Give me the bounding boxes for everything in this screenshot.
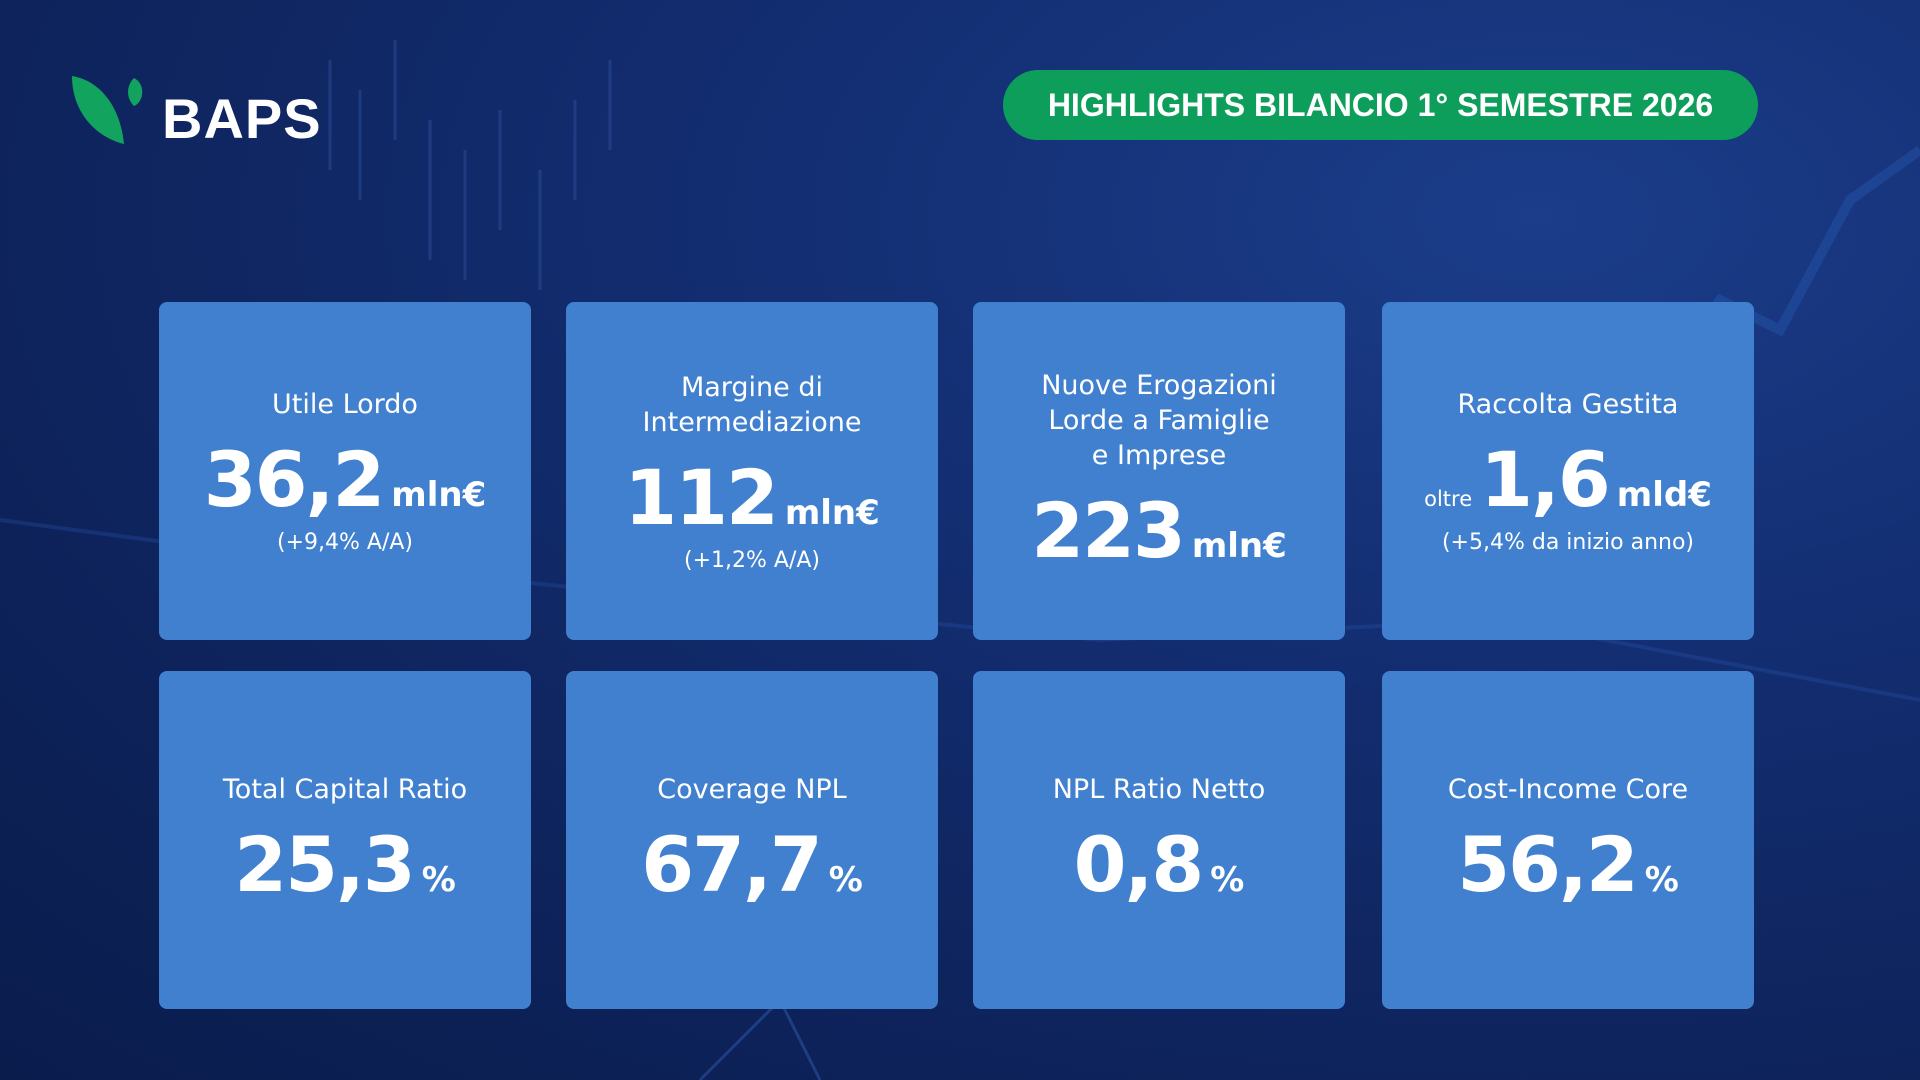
card-title: Coverage NPL	[657, 772, 846, 807]
value-row: 67,7%	[641, 819, 863, 909]
kpi-value: 223	[1031, 485, 1186, 575]
kpi-value: 56,2	[1457, 819, 1639, 909]
title-line: Coverage NPL	[657, 773, 847, 805]
kpi-note: (+1,2% A/A)	[684, 547, 820, 573]
card-title: Cost-Income Core	[1448, 772, 1688, 807]
logo: BAPS	[68, 68, 322, 151]
card-title: Total Capital Ratio	[223, 772, 467, 807]
card-title: Margine di Intermediazione	[643, 370, 862, 440]
value-row: 25,3%	[234, 819, 456, 909]
value-prefix: oltre	[1424, 487, 1473, 511]
kpi-unit: mln€	[391, 475, 487, 515]
card-title: Raccolta Gestita	[1458, 387, 1679, 422]
title-line: NPL Ratio Netto	[1052, 773, 1266, 805]
title-line: Raccolta Gestita	[1457, 389, 1679, 420]
kpi-value: 1,6	[1480, 435, 1611, 524]
kpi-unit: %	[421, 859, 456, 900]
kpi-unit: %	[1644, 859, 1679, 900]
card-title: Nuove Erogazioni Lorde a Famiglie e Impres…	[1041, 368, 1277, 473]
value-row: 56,2%	[1457, 819, 1679, 909]
kpi-card: Total Capital Ratio 25,3%	[159, 671, 531, 1009]
value-row: oltre 1,6 mld€	[1424, 436, 1712, 524]
kpi-card: NPL Ratio Netto 0,8%	[973, 671, 1345, 1009]
value-row: 36,2 mln€	[204, 436, 486, 524]
kpi-card: Cost-Income Core 56,2%	[1382, 671, 1754, 1009]
kpi-value: 25,3	[234, 819, 416, 909]
kpi-unit: %	[1210, 859, 1245, 900]
kpi-card: Coverage NPL 67,7%	[566, 671, 938, 1009]
kpi-value: 0,8	[1073, 819, 1205, 909]
title-line: Lorde a Famiglie	[1048, 404, 1270, 436]
kpi-value: 112	[624, 452, 779, 542]
title-line: e Imprese	[1091, 439, 1227, 471]
logo-mark	[72, 75, 143, 144]
card-title: Utile Lordo	[272, 387, 418, 422]
kpi-unit: %	[828, 859, 863, 900]
title-line: Total Capital Ratio	[222, 773, 468, 805]
kpi-card: Nuove Erogazioni Lorde a Famiglie e Impres…	[973, 302, 1345, 640]
title-line: Cost-Income Core	[1447, 773, 1689, 805]
title-line: Intermediazione	[642, 406, 862, 438]
title-line: Nuove Erogazioni	[1041, 369, 1277, 401]
value-row: 0,8%	[1073, 819, 1245, 909]
kpi-value: 67,7	[641, 819, 823, 909]
kpi-note: (+9,4% A/A)	[277, 530, 413, 555]
header-badge: HIGHLIGHTS BILANCIO 1° SEMESTRE 2026	[1003, 70, 1758, 140]
kpi-unit: mln€	[784, 492, 880, 533]
kpi-unit: mln€	[1191, 525, 1287, 566]
value-row: 223 mln€	[1031, 485, 1287, 575]
kpi-value: 36,2	[203, 435, 386, 524]
kpi-note: (+5,4% da inizio anno)	[1441, 530, 1695, 555]
kpi-card: Raccolta Gestita oltre 1,6 mld€ (+5,4% da in…	[1382, 302, 1754, 640]
kpi-card: Margine di Intermediazione 112 mln€ (+1,2% A…	[566, 302, 938, 640]
logo-text: BAPS	[162, 87, 322, 150]
value-row: 112 mln€	[624, 452, 880, 542]
kpi-unit: mld€	[1616, 475, 1712, 515]
card-title: NPL Ratio Netto	[1053, 772, 1266, 807]
title-line: Utile Lordo	[272, 389, 418, 420]
title-line: Margine di	[680, 371, 824, 403]
kpi-card: Utile Lordo 36,2 mln€ (+9,4% A/A)	[159, 302, 531, 640]
